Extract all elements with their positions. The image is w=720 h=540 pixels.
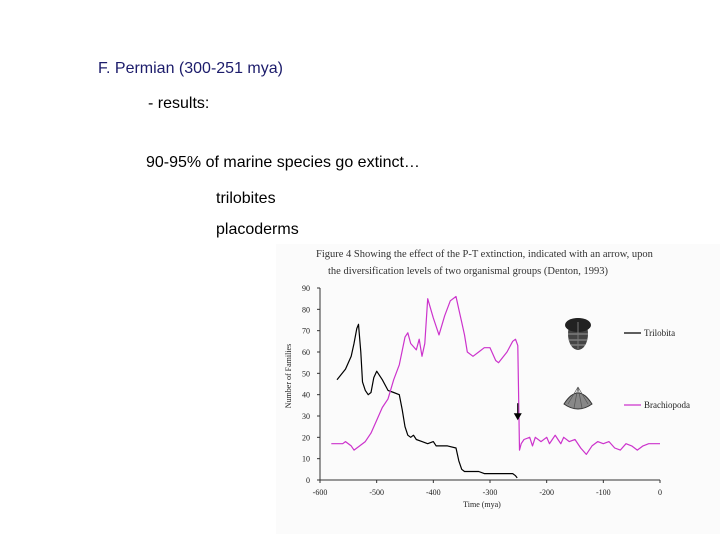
chart-annotations [513,403,522,421]
y-tick-label: 80 [302,305,310,314]
x-tick-label: -300 [483,488,498,497]
y-tick-label: 20 [302,433,310,442]
extinction-arrow-head [513,413,522,421]
x-axis-title: Time (mya) [463,500,501,509]
y-tick-label: 50 [302,369,310,378]
y-tick-label: 30 [302,412,310,421]
extinction-statement: 90-95% of marine species go extinct… [146,154,420,171]
x-tick-label: -500 [369,488,384,497]
figure-caption-line-1: Figure 4 Showing the effect of the P-T e… [316,249,654,260]
figure-caption-line-2: the diversification levels of two organi… [328,266,609,277]
legend-trilobita-label: Trilobita [644,328,675,338]
y-tick-label: 60 [302,348,310,357]
x-tick-label: 0 [658,488,662,497]
x-tick-label: -100 [596,488,611,497]
y-tick-label: 10 [302,455,310,464]
chart-axes: -600 -500 -400 -300 -200 -100 0 0 10 20 30 40 50 60 70… [284,284,662,509]
bullet-placoderms: placoderms [216,221,299,238]
y-tick-label: 90 [302,284,310,293]
series-line-brachiopoda [331,295,660,455]
results-subheading: - results: [148,95,210,112]
brachiopod-image [563,386,593,410]
x-tick-label: -400 [426,488,441,497]
trilobite-image [565,318,591,350]
chart-series [331,295,660,479]
x-tick-label: -200 [539,488,554,497]
y-tick-label: 40 [302,391,310,400]
chart-legend: Trilobita Brachiopoda [563,318,690,410]
extinction-figure: Figure 4 Showing the effect of the P-T e… [276,244,720,534]
y-tick-label: 0 [306,476,310,485]
y-tick-label: 70 [302,327,310,336]
legend-brachiopoda-label: Brachiopoda [644,400,690,410]
y-axis-title: Number of Families [284,344,293,408]
series-line-trilobita [336,323,518,479]
families-chart: Figure 4 Showing the effect of the P-T e… [284,249,690,509]
x-tick-label: -600 [313,488,328,497]
slide-heading: F. Permian (300-251 mya) [98,60,283,77]
bullet-trilobites: trilobites [216,190,276,207]
